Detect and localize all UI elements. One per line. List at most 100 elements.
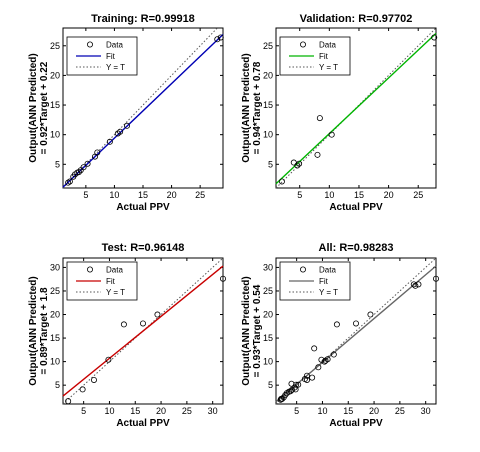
data-point-all-4 xyxy=(282,392,289,399)
data-point-validation-3 xyxy=(296,160,303,167)
data-point-test-6 xyxy=(154,311,161,318)
data-point-all-16 xyxy=(303,376,310,383)
legend-data-marker-training xyxy=(87,41,94,48)
points-validation xyxy=(278,34,438,185)
data-point-all-30 xyxy=(415,281,422,288)
data-point-all-8 xyxy=(288,380,295,387)
legend-label-data-validation: Data xyxy=(319,41,336,50)
xtick-label-test-20: 20 xyxy=(156,406,166,416)
ytick-label-test-30: 30 xyxy=(50,262,60,272)
ticks-validation: 5 10 15 20 25 5 10 15 20 25 xyxy=(263,28,436,200)
data-point-test-1 xyxy=(79,386,86,393)
ylabel-training-line2: = 0.92*Target + 0.22 xyxy=(39,61,50,154)
ytick-label-validation-20: 20 xyxy=(263,70,273,80)
xtick-label-validation-25: 25 xyxy=(413,190,423,200)
ytick-label-all-5: 5 xyxy=(268,380,273,390)
xtick-label-validation-15: 15 xyxy=(354,190,364,200)
xtick-label-all-10: 10 xyxy=(317,406,327,416)
data-point-validation-6 xyxy=(328,131,335,138)
legend-data-marker-all xyxy=(299,266,306,273)
ylabel-validation-line2: = 0.94*Target + 0.78 xyxy=(252,61,263,154)
data-point-all-2 xyxy=(279,395,286,402)
ytick-label-test-10: 10 xyxy=(50,357,60,367)
ytick-label-training-10: 10 xyxy=(50,130,60,140)
ticks-training: 5 10 15 20 25 5 10 15 20 25 xyxy=(50,28,223,200)
xtick-label-test-15: 15 xyxy=(130,406,140,416)
xtick-label-all-5: 5 xyxy=(294,406,299,416)
data-point-validation-4 xyxy=(314,151,321,158)
ytick-label-all-20: 20 xyxy=(263,310,273,320)
ytick-label-all-15: 15 xyxy=(263,333,273,343)
data-point-all-7 xyxy=(287,388,294,395)
data-point-test-5 xyxy=(139,320,146,327)
ylabel-training-line1: Output(ANN Predicted) xyxy=(28,53,39,162)
data-point-training-1 xyxy=(66,178,73,185)
ylabel-validation-line1: Output(ANN Predicted) xyxy=(241,53,252,162)
title-validation: Validation: R=0.97702 xyxy=(300,13,413,25)
legend-label-identity-test: Y = T xyxy=(106,288,125,297)
legend-label-data-all: Data xyxy=(319,266,336,275)
ytick-label-test-5: 5 xyxy=(55,380,60,390)
data-point-all-24 xyxy=(330,351,337,358)
data-point-training-5 xyxy=(76,168,83,175)
xtick-label-all-25: 25 xyxy=(395,406,405,416)
panel-all: 5 10 15 20 25 30 5 10 15 20 25 30 All: R=0.98283 Ac… xyxy=(241,242,439,429)
data-point-test-2 xyxy=(90,376,97,383)
data-point-all-17 xyxy=(309,374,316,381)
ylabel-test-line2: = 0.89*Target + 1.8 xyxy=(39,287,50,375)
data-point-all-25 xyxy=(333,321,340,328)
data-point-all-11 xyxy=(292,386,299,393)
xtick-label-test-10: 10 xyxy=(104,406,114,416)
legend-label-identity-validation: Y = T xyxy=(319,63,338,72)
xlabel-test: Actual PPV xyxy=(116,418,170,429)
legend-label-identity-training: Y = T xyxy=(106,63,125,72)
legend-label-identity-all: Y = T xyxy=(319,288,338,297)
data-point-all-27 xyxy=(367,311,374,318)
xlabel-training: Actual PPV xyxy=(116,202,170,213)
data-point-training-15 xyxy=(214,36,221,43)
points-test xyxy=(65,275,226,405)
legend-label-fit-test: Fit xyxy=(106,277,116,286)
ytick-label-training-20: 20 xyxy=(50,70,60,80)
legend-label-fit-training: Fit xyxy=(106,52,116,61)
title-test: Test: R=0.96148 xyxy=(102,242,185,254)
ytick-label-test-15: 15 xyxy=(50,333,60,343)
ytick-label-all-30: 30 xyxy=(263,262,273,272)
fit-line-validation xyxy=(275,32,437,185)
ytick-label-training-5: 5 xyxy=(55,159,60,169)
data-point-all-29 xyxy=(412,282,419,289)
panel-test: 5 10 15 20 25 30 5 10 15 20 25 30 Test: R=0.96148 A… xyxy=(28,242,226,429)
data-point-validation-7 xyxy=(431,34,438,41)
data-point-training-10 xyxy=(94,149,101,156)
xtick-label-validation-20: 20 xyxy=(384,190,394,200)
legend-label-fit-all: Fit xyxy=(319,277,329,286)
ytick-label-all-10: 10 xyxy=(263,357,273,367)
data-point-all-23 xyxy=(324,356,331,363)
xtick-label-all-30: 30 xyxy=(421,406,431,416)
title-training: Training: R=0.99918 xyxy=(91,13,195,25)
data-point-all-28 xyxy=(410,281,417,288)
data-point-training-8 xyxy=(84,160,91,167)
xlabel-validation: Actual PPV xyxy=(329,202,383,213)
xtick-label-test-5: 5 xyxy=(81,406,86,416)
xtick-label-test-25: 25 xyxy=(182,406,192,416)
panel-validation: 5 10 15 20 25 5 10 15 20 25 Validation: R=0.97702… xyxy=(241,13,438,213)
data-point-all-20 xyxy=(318,356,325,363)
legend-test: Data Fit Y = T xyxy=(66,261,138,301)
data-point-all-13 xyxy=(295,381,302,388)
points-all xyxy=(277,275,439,403)
data-point-training-13 xyxy=(117,128,124,135)
ytick-label-training-25: 25 xyxy=(50,41,60,51)
data-point-test-0 xyxy=(65,398,72,405)
fit-line-test xyxy=(62,265,224,397)
data-point-training-0 xyxy=(65,179,72,186)
data-point-validation-5 xyxy=(316,115,323,122)
ylabel-all-line2: = 0.93*Target + 0.54 xyxy=(252,284,263,377)
data-point-training-14 xyxy=(124,122,131,129)
ytick-label-validation-15: 15 xyxy=(263,100,273,110)
legend-data-marker-test xyxy=(87,266,94,273)
legend-label-fit-validation: Fit xyxy=(319,52,329,61)
legend-label-data-test: Data xyxy=(106,266,123,275)
legend-data-marker-validation xyxy=(299,41,306,48)
